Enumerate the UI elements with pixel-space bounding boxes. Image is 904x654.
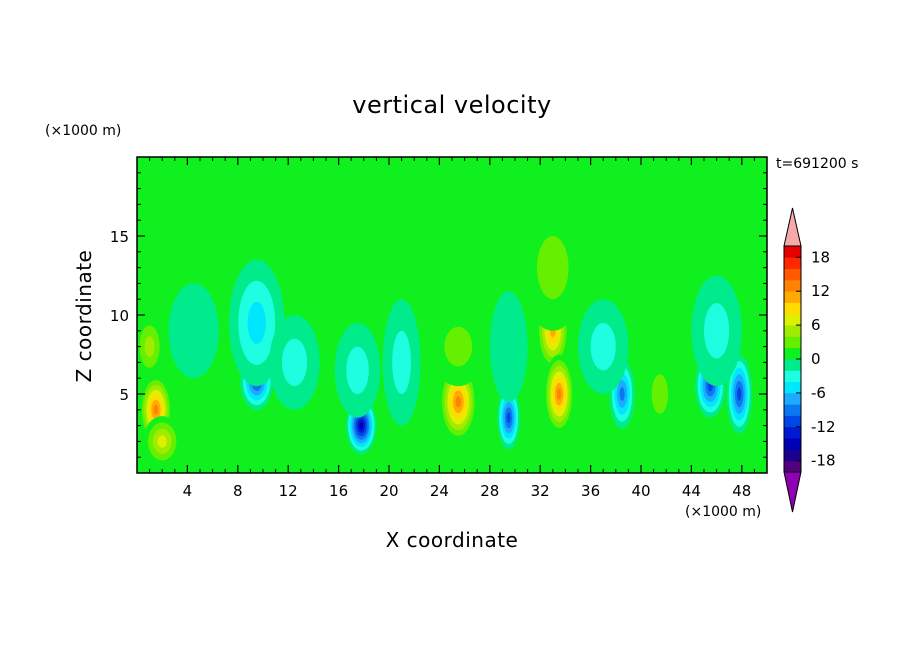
contour-level-18-2: [590, 322, 616, 371]
colorbar-tick-label: -6: [811, 384, 826, 402]
x-tick-label: 12: [279, 482, 298, 500]
y-axis-label: Z coordinate: [72, 250, 96, 383]
contour-level-9-2: [392, 330, 411, 394]
colorbar-segment: [784, 415, 801, 428]
colorbar-over-arrow: [783, 207, 802, 247]
contour-level-17-5: [619, 387, 625, 401]
contour-level-19-2: [651, 374, 669, 414]
colorbar-segment: [784, 279, 801, 292]
colorbar-segment: [784, 313, 801, 326]
colorbar-segment: [784, 438, 801, 450]
y-axis: 5 10 15: [110, 172, 767, 458]
contour-level-6-2: [281, 338, 308, 387]
x-unit-label: (×1000 m): [685, 504, 761, 520]
x-tick-label: 16: [329, 482, 348, 500]
x-tick-label: 32: [531, 482, 550, 500]
contour-level-13-1: [489, 291, 528, 402]
colorbar-segment: [784, 404, 801, 416]
x-tick-label: 28: [480, 482, 499, 500]
contour-level-21-6: [737, 387, 742, 401]
chart-title: vertical velocity: [352, 91, 551, 119]
y-tick-label: 5: [119, 386, 129, 404]
x-tick-label: 36: [581, 482, 600, 500]
x-tick-label: 8: [233, 482, 243, 500]
colorbar-segment: [784, 426, 801, 439]
colorbar-segment: [784, 291, 801, 303]
colorbar-segment: [784, 325, 801, 337]
contour-level-11-2: [444, 326, 473, 367]
colorbar-under-arrow: [783, 471, 802, 513]
contour-level-16-2: [537, 236, 569, 300]
colorbar-tick-label: -12: [811, 418, 836, 436]
x-tick-label: 24: [430, 482, 449, 500]
x-tick-label: 40: [631, 482, 650, 500]
colorbar-segment: [784, 268, 801, 281]
time-label: t=691200 s: [776, 156, 858, 172]
plot-area: [137, 157, 767, 473]
x-tick-label: 20: [379, 482, 398, 500]
contour-level-3-1: [168, 283, 219, 379]
colorbar-segment: [784, 246, 801, 258]
colorbar-segment: [784, 359, 801, 371]
colorbar: 18 12 6 0 -6 -12 -18: [783, 207, 836, 513]
colorbar-segment: [784, 381, 801, 394]
colorbar-segment: [784, 449, 801, 462]
colorbar-tick-label: -18: [811, 452, 836, 470]
colorbar-segment: [784, 460, 801, 473]
colorbar-segment: [784, 336, 801, 349]
colorbar-segment: [784, 370, 801, 382]
contour-level-7-8: [359, 422, 364, 430]
y-tick-label: 15: [110, 228, 129, 246]
contour-level-8-2: [346, 346, 369, 394]
x-axis: 4 8 12 16 20 24 28 32 36 40 44 48: [149, 157, 755, 500]
x-tick-label: 44: [682, 482, 701, 500]
y-unit-label: (×1000 m): [45, 123, 121, 139]
colorbar-segment: [784, 302, 801, 315]
x-tick-label: 48: [732, 482, 751, 500]
colorbar-tick-label: 0: [811, 350, 821, 368]
colorbar-segment: [784, 257, 801, 269]
contour-level-5-3: [247, 301, 266, 344]
contour-level-0-7: [153, 404, 159, 415]
colorbar-segment: [784, 392, 801, 405]
x-axis-label: X coordinate: [386, 528, 519, 552]
y-tick-label: 10: [110, 307, 129, 325]
colorbar-segment: [784, 347, 801, 360]
x-tick-label: 4: [183, 482, 193, 500]
colorbar-tick-label: 18: [811, 248, 830, 266]
contour-level-1-3: [144, 336, 155, 358]
contour-fill-layer: [137, 204, 752, 467]
colorbar-tick-label: 6: [811, 316, 821, 334]
contour-level-12-6: [506, 412, 511, 424]
contour-level-10-7: [455, 396, 461, 408]
contour-level-15-7: [556, 388, 562, 400]
contour-level-22-2: [704, 303, 730, 359]
contour-level-2-4: [157, 435, 167, 448]
colorbar-tick-label: 12: [811, 282, 830, 300]
